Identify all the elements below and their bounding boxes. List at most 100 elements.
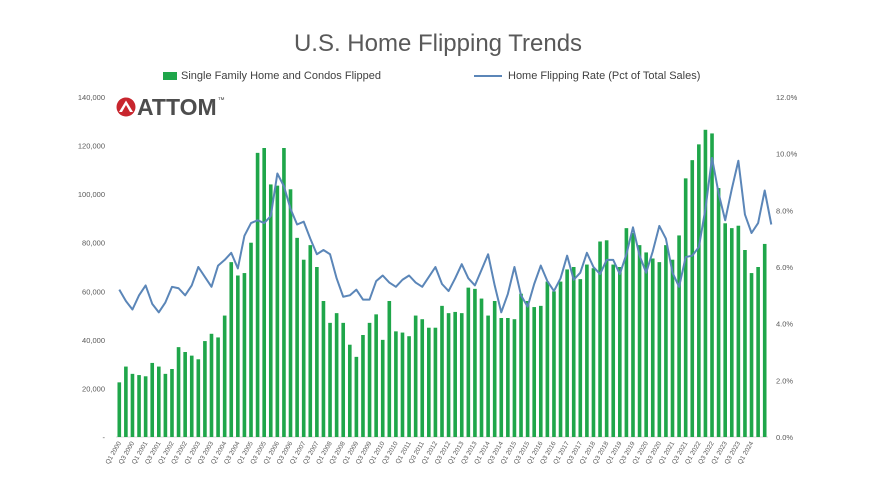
bar-flipped <box>347 344 352 437</box>
bar-flipped <box>604 240 609 437</box>
legend-label-line: Home Flipping Rate (Pct of Total Sales) <box>508 70 701 82</box>
chart-title: U.S. Home Flipping Trends <box>293 30 583 57</box>
bar-flipped <box>578 279 583 437</box>
bar-flipped <box>229 262 234 437</box>
left-axis-tick-label: 40,000 <box>82 336 105 345</box>
bar-flipped <box>308 245 313 437</box>
bar-flipped <box>387 301 392 437</box>
bar-flipped <box>644 252 648 437</box>
legend-swatch-bars <box>163 72 177 80</box>
bar-flipped <box>683 178 688 438</box>
bar-flipped <box>315 267 319 437</box>
bar-flipped <box>538 305 543 437</box>
legend-item-bars: Single Family Home and Condos Flipped <box>163 70 381 82</box>
bar-flipped <box>743 250 747 437</box>
bar-flipped <box>354 356 359 437</box>
bar-flipped <box>492 301 497 437</box>
bar-flipped <box>591 268 596 437</box>
bar-flipped <box>341 322 346 437</box>
attom-logo-icon <box>116 97 136 117</box>
bar-flipped <box>657 262 662 437</box>
left-axis: - 20,000 40,000 60,000 80,000 100,000 120,000 1… <box>78 93 106 442</box>
bar-flipped <box>459 313 464 437</box>
bar-flipped <box>137 375 141 437</box>
bar-flipped <box>301 259 306 437</box>
bar-flipped <box>479 298 484 437</box>
bar-flipped <box>242 273 247 437</box>
bar-flipped <box>697 144 701 438</box>
bar-flipped <box>268 184 273 437</box>
bar-flipped <box>512 319 517 437</box>
right-axis-tick-label: 6.0% <box>776 263 793 272</box>
bar-flipped <box>690 160 695 437</box>
left-axis-tick-label: 80,000 <box>82 239 105 248</box>
right-axis-tick-label: 10.0% <box>776 150 798 159</box>
bar-flipped <box>163 373 168 437</box>
left-axis-tick-label: 140,000 <box>78 93 105 102</box>
bar-flipped <box>446 313 451 437</box>
bar-flipped <box>670 259 675 437</box>
bar-flipped <box>440 305 444 437</box>
bar-flipped <box>275 185 280 437</box>
attom-logo-tm: ™ <box>217 97 225 104</box>
legend-swatch-line <box>474 75 502 77</box>
bar-flipped <box>288 189 293 437</box>
bar-flipped <box>321 301 326 437</box>
bar-flipped <box>407 336 411 437</box>
bar-flipped <box>143 376 148 437</box>
right-axis-tick-label: 8.0% <box>776 206 793 215</box>
bar-flipped <box>117 382 122 437</box>
bar-flipped <box>361 335 365 437</box>
bar-flipped <box>736 225 741 437</box>
bar-flipped <box>196 359 201 437</box>
bar-flipped <box>631 233 635 437</box>
bar-flipped <box>703 129 708 438</box>
line-series <box>118 156 773 314</box>
bar-flipped <box>650 258 655 437</box>
bar-flipped <box>189 355 194 437</box>
bar-flipped <box>611 264 616 437</box>
left-axis-tick-label: 20,000 <box>82 384 105 393</box>
bar-flipped <box>716 188 721 437</box>
left-axis-tick-label: 100,000 <box>78 190 105 199</box>
bar-flipped <box>710 133 714 437</box>
bar-flipped <box>170 369 174 437</box>
bar-flipped <box>209 333 214 437</box>
line-flipping-rate <box>118 156 773 314</box>
bar-flipped <box>571 267 576 437</box>
bar-flipped <box>413 315 418 437</box>
left-axis-tick-label: - <box>103 433 106 442</box>
bar-flipped <box>255 152 260 438</box>
attom-logo: ATTOM ™ <box>116 96 225 119</box>
right-axis-tick-label: 0.0% <box>776 433 793 442</box>
bar-flipped <box>624 228 629 437</box>
left-axis-tick-label: 120,000 <box>78 142 105 151</box>
bar-flipped <box>183 352 187 437</box>
bar-flipped <box>295 237 299 437</box>
right-axis-tick-label: 12.0% <box>776 93 798 102</box>
bar-flipped <box>374 314 378 437</box>
bar-flipped <box>236 275 240 437</box>
bar-flipped <box>328 322 332 437</box>
bar-flipped <box>506 318 510 437</box>
bar-flipped <box>453 311 457 437</box>
bar-flipped <box>677 235 681 437</box>
bar-flipped <box>420 319 425 437</box>
bar-flipped <box>532 307 537 437</box>
bar-flipped <box>427 327 431 437</box>
bar-flipped <box>565 269 569 437</box>
bar-flipped <box>124 366 128 437</box>
bar-flipped <box>558 281 563 437</box>
legend-item-line: Home Flipping Rate (Pct of Total Sales) <box>474 70 700 82</box>
bar-flipped <box>729 228 734 437</box>
bar-flipped <box>519 293 523 437</box>
bar-flipped <box>749 273 754 437</box>
bar-flipped <box>130 373 135 437</box>
bar-flipped <box>762 243 767 437</box>
bar-flipped <box>545 281 550 437</box>
bar-flipped <box>157 366 161 437</box>
bar-flipped <box>756 267 760 437</box>
bar-flipped <box>499 318 504 437</box>
